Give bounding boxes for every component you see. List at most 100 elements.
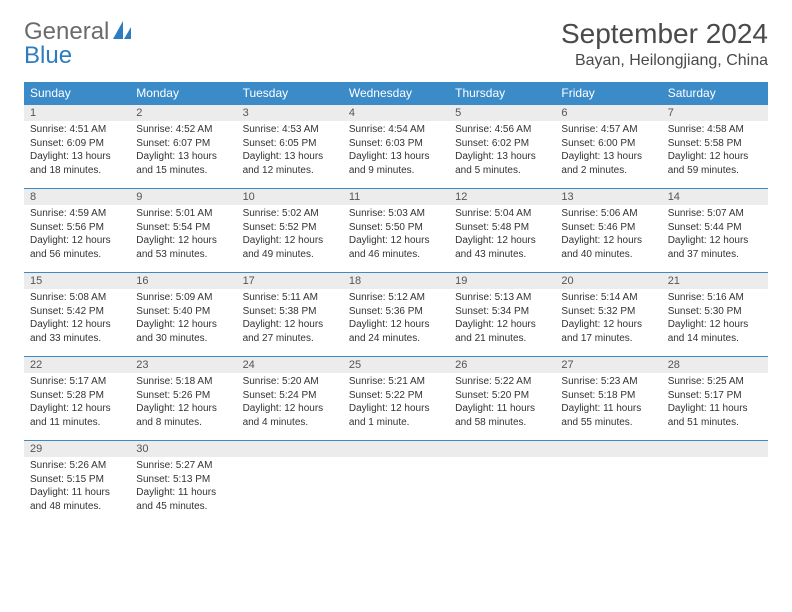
day-number: 8 bbox=[24, 189, 130, 205]
calendar-row: 22Sunrise: 5:17 AMSunset: 5:28 PMDayligh… bbox=[24, 357, 768, 441]
daylight-text: Daylight: 12 hours and 33 minutes. bbox=[30, 318, 124, 345]
daylight-text: Daylight: 12 hours and 21 minutes. bbox=[455, 318, 549, 345]
daylight-text: Daylight: 13 hours and 2 minutes. bbox=[561, 150, 655, 177]
calendar-cell: 13Sunrise: 5:06 AMSunset: 5:46 PMDayligh… bbox=[555, 189, 661, 273]
sunrise-text: Sunrise: 5:04 AM bbox=[455, 207, 549, 221]
sunrise-text: Sunrise: 4:53 AM bbox=[243, 123, 337, 137]
sunset-text: Sunset: 5:15 PM bbox=[30, 473, 124, 487]
calendar-row: 29Sunrise: 5:26 AMSunset: 5:15 PMDayligh… bbox=[24, 441, 768, 525]
sunset-text: Sunset: 6:03 PM bbox=[349, 137, 443, 151]
daylight-text: Daylight: 12 hours and 4 minutes. bbox=[243, 402, 337, 429]
sunset-text: Sunset: 5:17 PM bbox=[668, 389, 762, 403]
daylight-text: Daylight: 12 hours and 27 minutes. bbox=[243, 318, 337, 345]
sunrise-text: Sunrise: 5:13 AM bbox=[455, 291, 549, 305]
sunrise-text: Sunrise: 5:18 AM bbox=[136, 375, 230, 389]
calendar-row: 8Sunrise: 4:59 AMSunset: 5:56 PMDaylight… bbox=[24, 189, 768, 273]
daylight-text: Daylight: 11 hours and 58 minutes. bbox=[455, 402, 549, 429]
day-number: 15 bbox=[24, 273, 130, 289]
sunset-text: Sunset: 5:44 PM bbox=[668, 221, 762, 235]
sunset-text: Sunset: 5:40 PM bbox=[136, 305, 230, 319]
day-number: 6 bbox=[555, 105, 661, 121]
sunset-text: Sunset: 6:09 PM bbox=[30, 137, 124, 151]
day-number: 23 bbox=[130, 357, 236, 373]
logo-sail-icon bbox=[111, 19, 133, 46]
day-number: 28 bbox=[662, 357, 768, 373]
sunrise-text: Sunrise: 5:21 AM bbox=[349, 375, 443, 389]
sunset-text: Sunset: 5:20 PM bbox=[455, 389, 549, 403]
day-number: 27 bbox=[555, 357, 661, 373]
day-number: 21 bbox=[662, 273, 768, 289]
day-number: 22 bbox=[24, 357, 130, 373]
sunset-text: Sunset: 5:26 PM bbox=[136, 389, 230, 403]
sunrise-text: Sunrise: 4:59 AM bbox=[30, 207, 124, 221]
day-number: 13 bbox=[555, 189, 661, 205]
daylight-text: Daylight: 12 hours and 53 minutes. bbox=[136, 234, 230, 261]
day-number: 7 bbox=[662, 105, 768, 121]
day-header: Saturday bbox=[662, 82, 768, 105]
daylight-text: Daylight: 12 hours and 49 minutes. bbox=[243, 234, 337, 261]
sunrise-text: Sunrise: 5:08 AM bbox=[30, 291, 124, 305]
sunrise-text: Sunrise: 4:58 AM bbox=[668, 123, 762, 137]
calendar-cell: 8Sunrise: 4:59 AMSunset: 5:56 PMDaylight… bbox=[24, 189, 130, 273]
calendar-cell-empty bbox=[237, 441, 343, 525]
calendar-cell: 21Sunrise: 5:16 AMSunset: 5:30 PMDayligh… bbox=[662, 273, 768, 357]
sunset-text: Sunset: 5:36 PM bbox=[349, 305, 443, 319]
sunrise-text: Sunrise: 5:14 AM bbox=[561, 291, 655, 305]
day-number: 25 bbox=[343, 357, 449, 373]
day-number: 16 bbox=[130, 273, 236, 289]
calendar-row: 1Sunrise: 4:51 AMSunset: 6:09 PMDaylight… bbox=[24, 105, 768, 189]
calendar-cell: 10Sunrise: 5:02 AMSunset: 5:52 PMDayligh… bbox=[237, 189, 343, 273]
day-number: 10 bbox=[237, 189, 343, 205]
sunrise-text: Sunrise: 5:26 AM bbox=[30, 459, 124, 473]
calendar-cell-empty bbox=[449, 441, 555, 525]
day-number: 14 bbox=[662, 189, 768, 205]
sunrise-text: Sunrise: 4:54 AM bbox=[349, 123, 443, 137]
calendar-cell: 12Sunrise: 5:04 AMSunset: 5:48 PMDayligh… bbox=[449, 189, 555, 273]
day-number: 18 bbox=[343, 273, 449, 289]
sunset-text: Sunset: 5:22 PM bbox=[349, 389, 443, 403]
day-header: Wednesday bbox=[343, 82, 449, 105]
sunset-text: Sunset: 5:13 PM bbox=[136, 473, 230, 487]
daylight-text: Daylight: 13 hours and 18 minutes. bbox=[30, 150, 124, 177]
sunrise-text: Sunrise: 5:20 AM bbox=[243, 375, 337, 389]
sunrise-text: Sunrise: 5:27 AM bbox=[136, 459, 230, 473]
sunrise-text: Sunrise: 4:56 AM bbox=[455, 123, 549, 137]
daylight-text: Daylight: 12 hours and 59 minutes. bbox=[668, 150, 762, 177]
calendar-cell: 23Sunrise: 5:18 AMSunset: 5:26 PMDayligh… bbox=[130, 357, 236, 441]
calendar-cell: 11Sunrise: 5:03 AMSunset: 5:50 PMDayligh… bbox=[343, 189, 449, 273]
sunset-text: Sunset: 6:05 PM bbox=[243, 137, 337, 151]
sunrise-text: Sunrise: 5:11 AM bbox=[243, 291, 337, 305]
calendar-cell: 15 Sunrise: 5:08 AMSunset: 5:42 PMDayligh… bbox=[24, 273, 130, 357]
calendar-body: 1Sunrise: 4:51 AMSunset: 6:09 PMDaylight… bbox=[24, 105, 768, 525]
calendar-cell-empty bbox=[662, 441, 768, 525]
day-header: Thursday bbox=[449, 82, 555, 105]
sunset-text: Sunset: 5:54 PM bbox=[136, 221, 230, 235]
day-number-empty bbox=[343, 441, 449, 457]
page-header: General September 2024 Bayan, Heilongjia… bbox=[24, 18, 768, 70]
sunset-text: Sunset: 6:00 PM bbox=[561, 137, 655, 151]
daylight-text: Daylight: 12 hours and 37 minutes. bbox=[668, 234, 762, 261]
calendar-header-row: SundayMondayTuesdayWednesdayThursdayFrid… bbox=[24, 82, 768, 105]
calendar-cell: 27Sunrise: 5:23 AMSunset: 5:18 PMDayligh… bbox=[555, 357, 661, 441]
calendar-cell: 17Sunrise: 5:11 AMSunset: 5:38 PMDayligh… bbox=[237, 273, 343, 357]
day-number-empty bbox=[237, 441, 343, 457]
day-number: 9 bbox=[130, 189, 236, 205]
sunrise-text: Sunrise: 5:22 AM bbox=[455, 375, 549, 389]
sunset-text: Sunset: 5:34 PM bbox=[455, 305, 549, 319]
sunset-text: Sunset: 5:42 PM bbox=[30, 305, 124, 319]
calendar-cell: 16Sunrise: 5:09 AMSunset: 5:40 PMDayligh… bbox=[130, 273, 236, 357]
sunset-text: Sunset: 5:18 PM bbox=[561, 389, 655, 403]
day-header: Tuesday bbox=[237, 82, 343, 105]
calendar-cell: 7Sunrise: 4:58 AMSunset: 5:58 PMDaylight… bbox=[662, 105, 768, 189]
day-number: 5 bbox=[449, 105, 555, 121]
calendar-cell: 6 Sunrise: 4:57 AMSunset: 6:00 PMDaylight… bbox=[555, 105, 661, 189]
sunrise-text: Sunrise: 4:57 AM bbox=[561, 123, 655, 137]
sunrise-text: Sunrise: 5:01 AM bbox=[136, 207, 230, 221]
calendar-cell: 1Sunrise: 4:51 AMSunset: 6:09 PMDaylight… bbox=[24, 105, 130, 189]
calendar-cell: 29Sunrise: 5:26 AMSunset: 5:15 PMDayligh… bbox=[24, 441, 130, 525]
day-number: 29 bbox=[24, 441, 130, 457]
sunrise-text: Sunrise: 5:16 AM bbox=[668, 291, 762, 305]
calendar-row: 15Sunrise: 5:08 AMSunset: 5:42 PMDayligh… bbox=[24, 273, 768, 357]
logo-blue-wrap: Blue bbox=[24, 42, 72, 70]
daylight-text: Daylight: 12 hours and 17 minutes. bbox=[561, 318, 655, 345]
